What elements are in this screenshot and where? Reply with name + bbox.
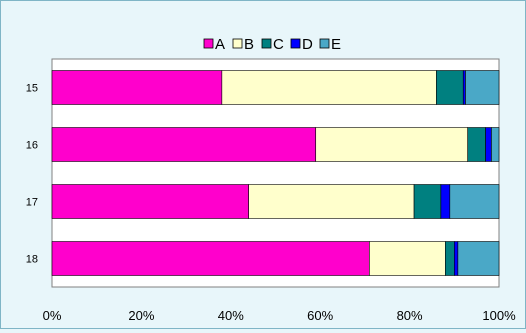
x-axis-labels: 0% 20% 40% 60% 80% 100%	[43, 308, 516, 323]
legend-label-D: D	[302, 36, 313, 53]
bar-segment-17-D	[440, 184, 451, 219]
y-tick-label: 18	[26, 254, 38, 266]
x-tick-label: 20%	[128, 308, 154, 323]
bar-segment-15-C	[436, 70, 464, 105]
bar-segment-16-B	[315, 127, 469, 162]
bar-segment-15-B	[221, 70, 437, 105]
bar-segment-17-E	[449, 184, 500, 219]
x-tick-label: 60%	[307, 308, 333, 323]
bar-segment-15-A	[51, 70, 223, 105]
x-tick-label: 100%	[482, 308, 516, 323]
bar-segment-18-B	[369, 241, 446, 276]
legend-swatch-B	[232, 38, 243, 49]
legend-swatch-E	[319, 38, 330, 49]
bar-segment-16-E	[491, 127, 500, 162]
bar-segment-17-A	[51, 184, 249, 219]
bar-segment-17-B	[248, 184, 415, 219]
x-tick-label: 40%	[218, 308, 244, 323]
y-axis-labels: 15 16 17 18	[26, 83, 38, 266]
bar-segment-18-A	[51, 241, 370, 276]
bar-segment-15-E	[465, 70, 500, 105]
y-tick-label: 17	[26, 197, 38, 209]
legend-label-C: C	[273, 36, 284, 53]
bar-segment-16-A	[51, 127, 317, 162]
bar-segment-18-C	[445, 241, 455, 276]
bar-segment-16-D	[485, 127, 492, 162]
bar-segment-17-C	[413, 184, 442, 219]
x-tick-label: 80%	[397, 308, 423, 323]
bar-segment-16-C	[467, 127, 486, 162]
legend-swatch-C	[261, 38, 272, 49]
bar-segment-18-D	[453, 241, 459, 276]
legend-swatch-A	[203, 38, 214, 49]
legend-label-E: E	[331, 36, 341, 53]
y-tick-label: 16	[26, 140, 38, 152]
legend-swatch-D	[290, 38, 301, 49]
bar-segment-15-D	[462, 70, 466, 105]
x-tick-label: 0%	[43, 308, 62, 323]
chart-svg: A B C D E 15 16 17 18 0% 20% 40% 60% 80% 100%	[26, 36, 516, 323]
bar-segment-18-E	[457, 241, 500, 276]
y-tick-label: 15	[26, 83, 38, 95]
bars-group	[51, 70, 500, 276]
legend-label-B: B	[244, 36, 254, 53]
legend-label-A: A	[215, 36, 225, 53]
legend: A B C D E	[203, 36, 341, 53]
